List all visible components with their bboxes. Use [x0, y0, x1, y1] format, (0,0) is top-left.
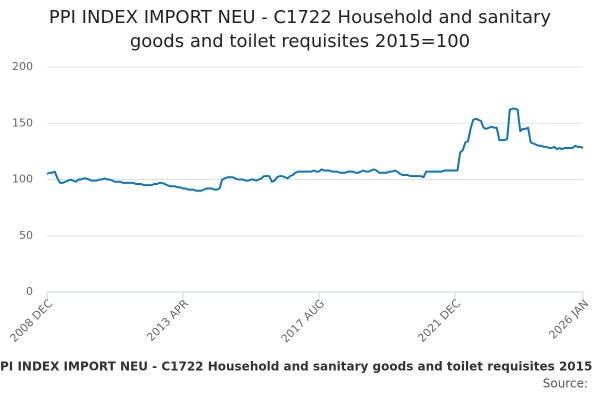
y-tick-label: 50: [19, 229, 33, 242]
y-tick-label: 150: [12, 116, 33, 129]
data-line: [46, 107, 584, 192]
caption: PI INDEX IMPORT NEU - C1722 Household an…: [0, 360, 592, 374]
source: Source:: [543, 377, 588, 391]
x-tick-label: 2021 DEC: [415, 297, 463, 345]
x-tick-label: 2017 AUG: [279, 297, 328, 346]
y-tick-label: 100: [12, 173, 33, 186]
x-tick-label: 2026 JAN: [546, 297, 591, 342]
x-tick-label: 2013 APR: [144, 297, 191, 344]
y-tick-label: 200: [12, 60, 33, 73]
chart-title: PPI INDEX IMPORT NEU - C1722 Household a…: [48, 7, 552, 52]
x-tick-label: 2008 DEC: [7, 297, 55, 345]
y-tick-label: 0: [26, 285, 33, 298]
